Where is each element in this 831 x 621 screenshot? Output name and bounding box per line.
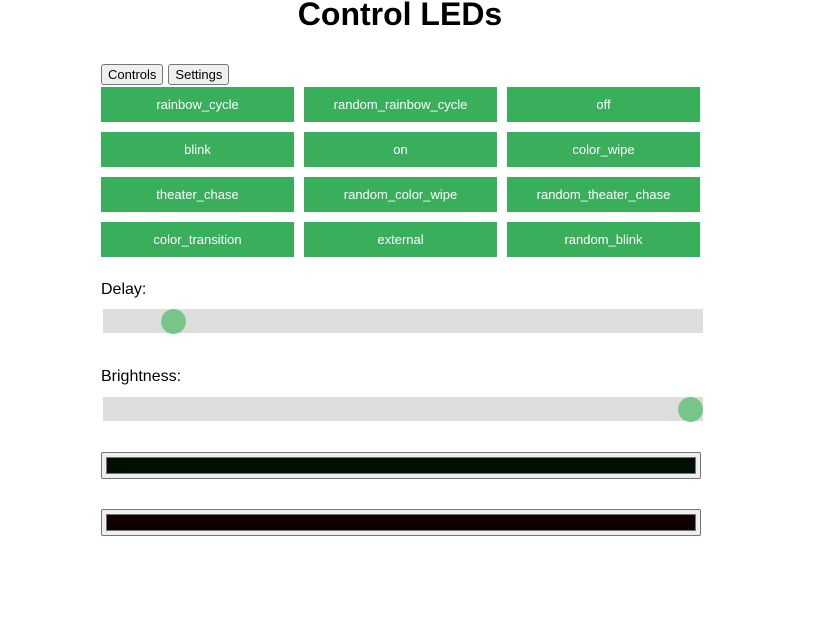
tab-settings[interactable]: Settings <box>168 64 230 85</box>
mode-button-random-color-wipe[interactable]: random_color_wipe <box>304 177 497 212</box>
brightness-label: Brightness: <box>101 368 182 385</box>
mode-button-color-transition[interactable]: color_transition <box>101 222 294 257</box>
mode-button-random-rainbow-cycle[interactable]: random_rainbow_cycle <box>304 87 497 122</box>
brightness-slider-thumb[interactable] <box>678 397 703 422</box>
color-picker-1[interactable] <box>101 452 701 479</box>
mode-button-color-wipe[interactable]: color_wipe <box>507 132 700 167</box>
mode-button-blink[interactable]: blink <box>101 132 294 167</box>
color-swatch-1 <box>106 457 696 474</box>
mode-button-off[interactable]: off <box>507 87 700 122</box>
delay-slider-thumb[interactable] <box>160 309 186 334</box>
mode-button-rainbow-cycle[interactable]: rainbow_cycle <box>101 87 294 122</box>
mode-button-external[interactable]: external <box>304 222 497 257</box>
mode-button-random-blink[interactable]: random_blink <box>507 222 700 257</box>
brightness-slider[interactable] <box>103 397 703 422</box>
tab-bar: Controls Settings <box>101 64 230 85</box>
color-picker-2[interactable] <box>101 509 701 536</box>
mode-button-on[interactable]: on <box>304 132 497 167</box>
tab-controls[interactable]: Controls <box>101 64 164 85</box>
delay-slider[interactable] <box>103 309 703 334</box>
color-swatch-2 <box>106 514 696 531</box>
mode-button-random-theater-chase[interactable]: random_theater_chase <box>507 177 700 212</box>
mode-buttons: rainbow_cycle random_rainbow_cycle off b… <box>101 87 700 257</box>
mode-button-theater-chase[interactable]: theater_chase <box>101 177 294 212</box>
page-title: Control LEDs <box>297 0 503 32</box>
delay-label: Delay: <box>101 281 147 298</box>
